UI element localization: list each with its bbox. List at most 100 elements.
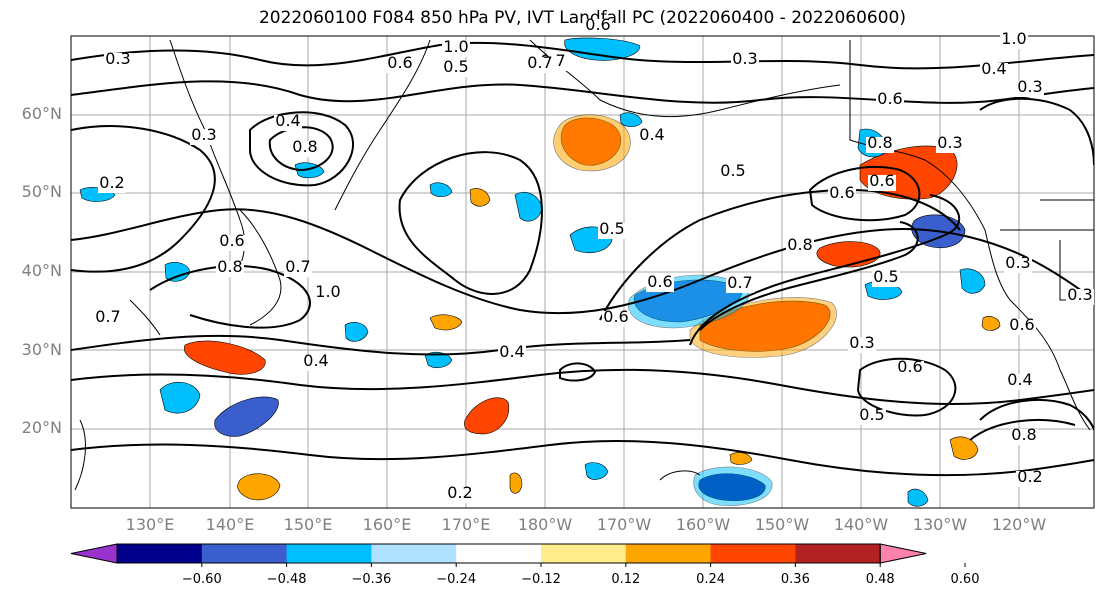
colorbar-segment	[201, 544, 288, 563]
lon-label: 150°E	[283, 515, 333, 534]
contour-line	[71, 41, 1094, 70]
colorbar-segment	[625, 544, 712, 563]
lon-label: 180°W	[517, 515, 573, 534]
contour-label: 0.7	[95, 307, 120, 326]
contour-label: 0.7	[727, 273, 752, 292]
anomaly-blob	[159, 382, 201, 414]
lat-label-30n: 30°N	[21, 340, 62, 359]
contour-line	[149, 265, 311, 329]
contour-label: 0.6	[603, 307, 628, 326]
contour-label-bg	[1016, 471, 1044, 487]
lon-label: 130°W	[912, 515, 968, 534]
anomaly-blob	[429, 182, 453, 197]
contour-label-bg	[896, 361, 924, 377]
anomaly-blob	[344, 322, 369, 342]
contour-line	[808, 165, 921, 222]
colorbar-tick-label: 0.48	[865, 572, 895, 587]
anomaly-blob	[183, 340, 266, 375]
contour-label: 0.7	[285, 257, 310, 276]
contour-label: 0.4	[499, 342, 524, 361]
contour-label-bg	[1000, 33, 1028, 49]
contour-label: 0.8	[1011, 425, 1036, 444]
anomaly-blob	[619, 112, 643, 127]
contour-label: 0.5	[859, 405, 884, 424]
contour-label: 0.5	[599, 219, 624, 238]
contour-line	[559, 362, 597, 382]
anomaly-blob	[816, 241, 881, 268]
contour-label: 0.6	[897, 357, 922, 376]
contour-label: 0.8	[217, 257, 242, 276]
colorbar-tick-label: −0.36	[351, 572, 392, 587]
contour-label-bg	[726, 277, 754, 293]
colorbar-segment	[286, 544, 372, 563]
contour-label-bg	[731, 53, 759, 69]
anomaly-blob	[981, 316, 1001, 331]
pv-contours	[71, 41, 1094, 477]
colorbar-segment	[371, 544, 457, 563]
contour-label-bg	[1016, 81, 1044, 97]
coastline	[659, 470, 701, 481]
lon-label: 120°W	[991, 515, 1047, 534]
contour-line	[71, 125, 216, 273]
contour-label-bg	[848, 337, 876, 353]
contour-label: 0.6	[829, 183, 854, 202]
anomaly-blob	[564, 37, 641, 61]
contour-label: 0.4	[303, 351, 328, 370]
contour-line	[249, 111, 355, 187]
anomaly-blob	[429, 314, 463, 331]
contour-label-bg	[868, 175, 896, 191]
contour-label-bg	[638, 129, 666, 145]
contour-line	[856, 357, 957, 417]
colorbar-tick-label: 0.12	[611, 572, 641, 587]
contour-label: 0.3	[1067, 285, 1092, 304]
contour-label-bg	[302, 355, 330, 371]
contour-label: 1.0	[315, 282, 340, 301]
contour-label: 0.5	[720, 161, 745, 180]
lon-label: 140°W	[833, 515, 889, 534]
contour-label-bg	[980, 63, 1008, 79]
graticule	[71, 36, 1094, 508]
colorbar-segment	[456, 544, 542, 563]
lon-label: 130°E	[125, 515, 175, 534]
contour-label-bg	[936, 137, 964, 153]
contour-label-bg	[284, 261, 312, 277]
contour-label-bg	[190, 129, 218, 145]
contour-label: 0.4	[639, 125, 664, 144]
contour-line	[71, 440, 1094, 477]
contour-label-bg	[314, 286, 342, 302]
contour-line	[398, 151, 543, 295]
lon-label: 150°W	[754, 515, 810, 534]
contour-label-bg	[274, 115, 302, 131]
contour-label-bg	[291, 141, 319, 157]
contour-label: 0.3	[937, 133, 962, 152]
contour-line	[71, 208, 1094, 315]
colorbar-segment	[795, 544, 881, 563]
contour-line	[71, 334, 691, 356]
anomaly-blob	[729, 452, 753, 465]
contour-label-bg	[446, 487, 474, 503]
colorbar-extend-low	[70, 543, 118, 564]
colorbar-segment	[710, 544, 796, 563]
anomaly-blob	[464, 397, 510, 435]
anomaly-blob	[237, 473, 281, 501]
lon-label: 140°E	[205, 515, 255, 534]
contour-label-bg	[386, 57, 414, 73]
anomaly-blob	[949, 436, 979, 460]
coastline	[849, 40, 1091, 431]
contour-label: 0.6	[869, 171, 894, 190]
anomaly-blob	[469, 188, 491, 207]
contour-label-bg	[94, 311, 122, 327]
lon-label: 170°E	[441, 515, 491, 534]
contour-label-bg	[866, 137, 894, 153]
contour-label: 0.6	[219, 231, 244, 250]
contour-label: 0.8	[292, 137, 317, 156]
anomaly-blob	[907, 488, 929, 507]
colorbar-extend-high	[879, 543, 927, 564]
lat-label-20n: 20°N	[21, 418, 62, 437]
colorbar-border	[116, 543, 881, 564]
contour-label: 1.0	[1001, 29, 1026, 48]
colorbar-segment	[541, 544, 627, 563]
contour-label: 0.6	[877, 89, 902, 108]
map-border	[70, 35, 1095, 509]
